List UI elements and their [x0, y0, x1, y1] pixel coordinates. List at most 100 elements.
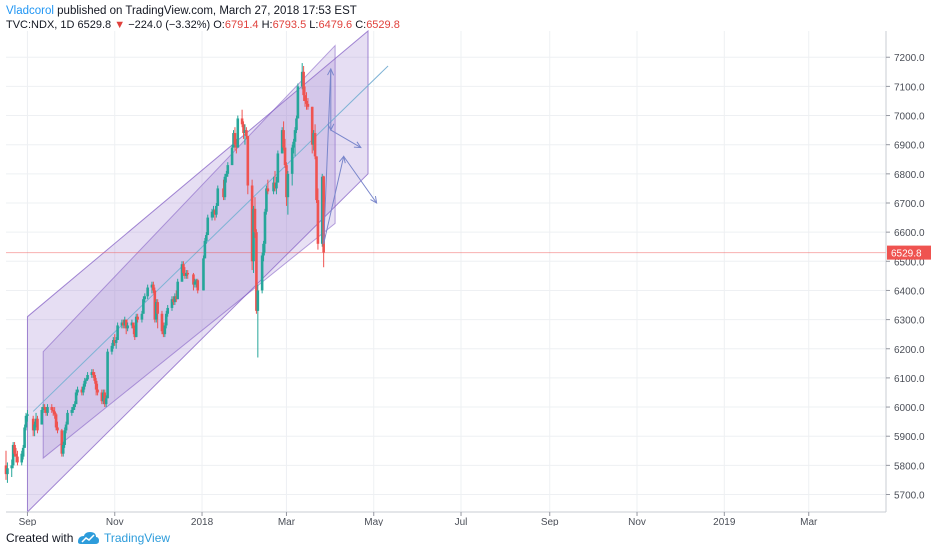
candle-body	[170, 299, 174, 308]
candle-body	[266, 188, 270, 192]
candle-body	[300, 71, 304, 87]
candle	[253, 197, 257, 238]
candle	[160, 310, 164, 335]
candle	[153, 287, 157, 323]
candle	[315, 156, 318, 203]
candle-body	[43, 407, 46, 409]
high-label: H:	[261, 19, 273, 31]
candle	[286, 170, 290, 215]
low-label: L:	[309, 19, 319, 31]
candle-body	[120, 322, 124, 326]
candle	[40, 407, 44, 425]
candle-body	[126, 325, 129, 329]
candle	[262, 240, 265, 262]
candle	[93, 372, 97, 384]
author-link[interactable]: Vladcorol	[6, 5, 54, 17]
candle-body	[196, 280, 200, 291]
candle	[182, 261, 185, 276]
candle-body	[320, 176, 324, 244]
price-tick-label: 7200.0	[894, 53, 925, 64]
candle	[216, 185, 220, 206]
candle-body	[260, 255, 264, 291]
candle	[104, 395, 108, 408]
candle-body	[74, 392, 78, 405]
candle-body	[33, 424, 36, 431]
candle	[193, 278, 197, 288]
candle-body	[133, 328, 137, 338]
candle-body	[210, 211, 214, 218]
candle-body	[26, 414, 29, 416]
candle-body	[246, 135, 250, 186]
candle-body	[80, 389, 84, 393]
candle-body	[71, 407, 75, 410]
candle	[320, 173, 324, 247]
candle	[215, 202, 218, 218]
candle-body	[255, 232, 258, 311]
price-chart[interactable]: 5700.0 5800.0 5900.0 6000.0 6100.0 6200.0 6300…	[0, 0, 932, 526]
candle-body	[36, 418, 39, 431]
time-tick-label: Nov	[628, 517, 646, 526]
candle-body	[143, 296, 147, 300]
candle-body	[66, 412, 69, 425]
candle	[21, 444, 25, 460]
candle-body	[250, 185, 254, 262]
candle	[310, 106, 314, 154]
candle	[43, 404, 46, 413]
candle-body	[283, 147, 287, 166]
candle	[11, 442, 15, 469]
projection-arrows	[323, 67, 378, 244]
candle-body	[285, 165, 288, 198]
candle-body	[63, 430, 66, 445]
candle-body	[302, 71, 305, 96]
candle-body	[153, 290, 157, 320]
candle-body	[24, 415, 28, 428]
candle	[300, 63, 304, 90]
candle-body	[195, 280, 198, 282]
candle	[61, 442, 65, 457]
candle-body	[34, 418, 38, 425]
price-tick-label: 6600.0	[894, 228, 925, 239]
candle-body	[316, 200, 320, 244]
candle	[126, 322, 129, 332]
candle-body	[176, 281, 180, 300]
candle-body	[205, 235, 208, 241]
candle	[10, 459, 14, 478]
candle-body	[186, 272, 190, 275]
candle-body	[312, 133, 315, 145]
symbol-label: TVC:NDX, 1D	[6, 19, 75, 31]
candle	[146, 284, 149, 300]
candle-body	[163, 325, 167, 335]
candle	[246, 135, 250, 195]
candle	[260, 252, 264, 294]
candle-body	[103, 392, 107, 405]
candle	[180, 261, 184, 282]
candle-body	[146, 287, 149, 297]
candle	[100, 389, 104, 405]
candle	[150, 281, 154, 294]
candle-body	[282, 130, 285, 148]
candle	[285, 162, 288, 206]
candle	[130, 319, 134, 329]
candle	[174, 290, 178, 303]
arrow-head	[370, 196, 378, 204]
price-tick-label: 6400.0	[894, 286, 925, 297]
candle-body	[23, 427, 26, 448]
candle-body	[136, 316, 139, 320]
candle	[34, 412, 38, 428]
candle	[210, 208, 214, 221]
candle-body	[104, 398, 108, 405]
candle-body	[150, 284, 154, 288]
candle	[306, 98, 310, 110]
candle	[132, 322, 135, 335]
candle	[280, 127, 284, 154]
price-tick-label: 6300.0	[894, 316, 925, 327]
candle-body	[106, 351, 109, 399]
tradingview-brand[interactable]: TradingView	[104, 531, 171, 545]
candle-body	[242, 124, 245, 134]
candle-body	[216, 188, 220, 206]
candle-body	[213, 210, 217, 215]
candle	[83, 377, 86, 390]
candle-body	[123, 319, 127, 326]
candle-body	[116, 325, 119, 341]
candle	[302, 65, 305, 101]
